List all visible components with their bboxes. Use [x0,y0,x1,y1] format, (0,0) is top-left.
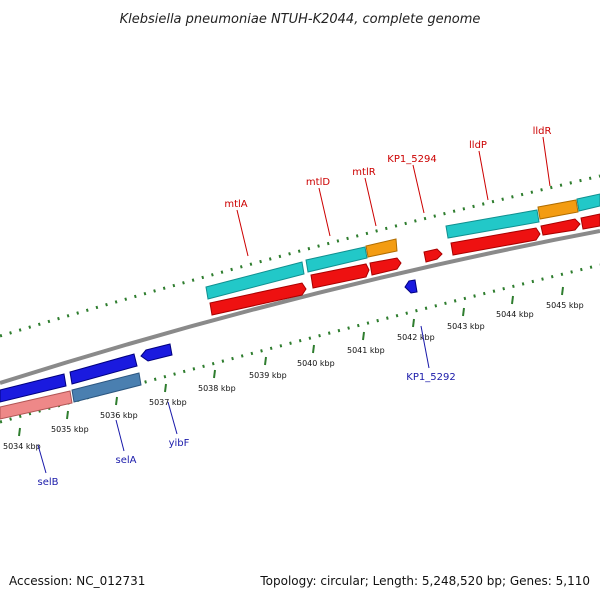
gene-label-leader [420,325,430,369]
outer-tick-track [0,174,600,338]
gene-label-leader [318,187,331,237]
gene-label[interactable]: mtlR [352,167,375,178]
gene-label[interactable]: KP1_5292 [406,372,455,383]
scale-tick-label: 5044 kbp [496,310,534,319]
gene-label[interactable]: mtlA [224,199,247,210]
gene-label[interactable]: yibF [169,438,190,449]
scale-tick-mark [66,410,69,420]
gene-mtlR[interactable] [365,238,398,258]
scale-tick-mark [213,369,216,379]
scale-tick-label: 5035 kbp [51,425,89,434]
gene-next[interactable] [576,193,600,212]
genome-summary-text: Topology: circular; Length: 5,248,520 bp… [259,574,590,588]
cds-mtlR[interactable] [369,257,402,276]
scale-tick-label: 5043 kbp [447,322,485,331]
accession-text: Accession: NC_012731 [9,574,145,588]
scale-tick-mark [312,344,315,354]
scale-tick-mark [164,383,167,393]
scale-tick-mark [264,356,267,366]
gene-selA[interactable] [71,372,142,403]
gene-label-leader [167,401,178,435]
gene-lldP[interactable] [445,209,540,239]
scale-tick-label: 5036 kbp [100,411,138,420]
cds-yibF[interactable] [140,343,173,362]
scale-tick-mark [561,286,564,296]
scale-tick-label: 5041 kbp [347,346,385,355]
gene-label-leader [478,150,489,201]
scale-tick-mark [18,427,21,437]
scale-tick-label: 5040 kbp [297,359,335,368]
gene-label-leader [542,136,551,187]
scale-tick-label: 5039 kbp [249,371,287,380]
cds-next[interactable] [580,213,600,230]
gene-label-leader [412,164,425,214]
gene-label[interactable]: mtlD [306,177,330,188]
gene-label[interactable]: selA [116,455,137,466]
gene-label[interactable]: KP1_5294 [387,154,436,165]
scale-tick-label: 5042 kbp [397,333,435,342]
scale-tick-label: 5045 kbp [546,301,584,310]
scale-tick-mark [362,331,365,341]
cds-selB[interactable] [0,373,67,403]
cds-KP1_5294[interactable] [423,248,443,263]
cds-lldP[interactable] [450,227,541,256]
cds-lldR[interactable] [540,218,581,236]
cds-mtlA[interactable] [209,282,307,316]
scale-tick-mark [462,307,465,317]
cds-selA[interactable] [69,353,138,385]
genome-backbone [0,229,600,385]
gene-mtlD[interactable] [305,246,368,273]
cds-KP1_5292[interactable] [404,279,418,294]
scale-tick-mark [412,318,415,328]
scale-tick-mark [115,396,118,406]
gene-label-leader [236,209,249,257]
gene-label-leader [115,419,125,452]
gene-label[interactable]: lldR [533,126,552,137]
scale-tick-label: 5034 kbp [3,442,41,451]
gene-label[interactable]: lldP [469,140,487,151]
gene-label[interactable]: selB [37,477,58,488]
cds-mtlD[interactable] [310,263,370,289]
gene-selB[interactable] [0,390,73,420]
map-title: Klebsiella pneumoniae NTUH-K2044, comple… [120,12,481,27]
gene-label-leader [37,444,47,474]
gene-labels: mtlA mtlD mtlR KP1_5294 lldP lldR selB selA yibF… [37,126,551,488]
gene-mtlA[interactable] [205,261,305,300]
scale-tick-mark [511,295,514,305]
scale-tick-label: 5038 kbp [198,384,236,393]
inner-tick-track [0,263,600,424]
gene-label-leader [364,177,377,227]
gene-lldR[interactable] [537,199,579,220]
